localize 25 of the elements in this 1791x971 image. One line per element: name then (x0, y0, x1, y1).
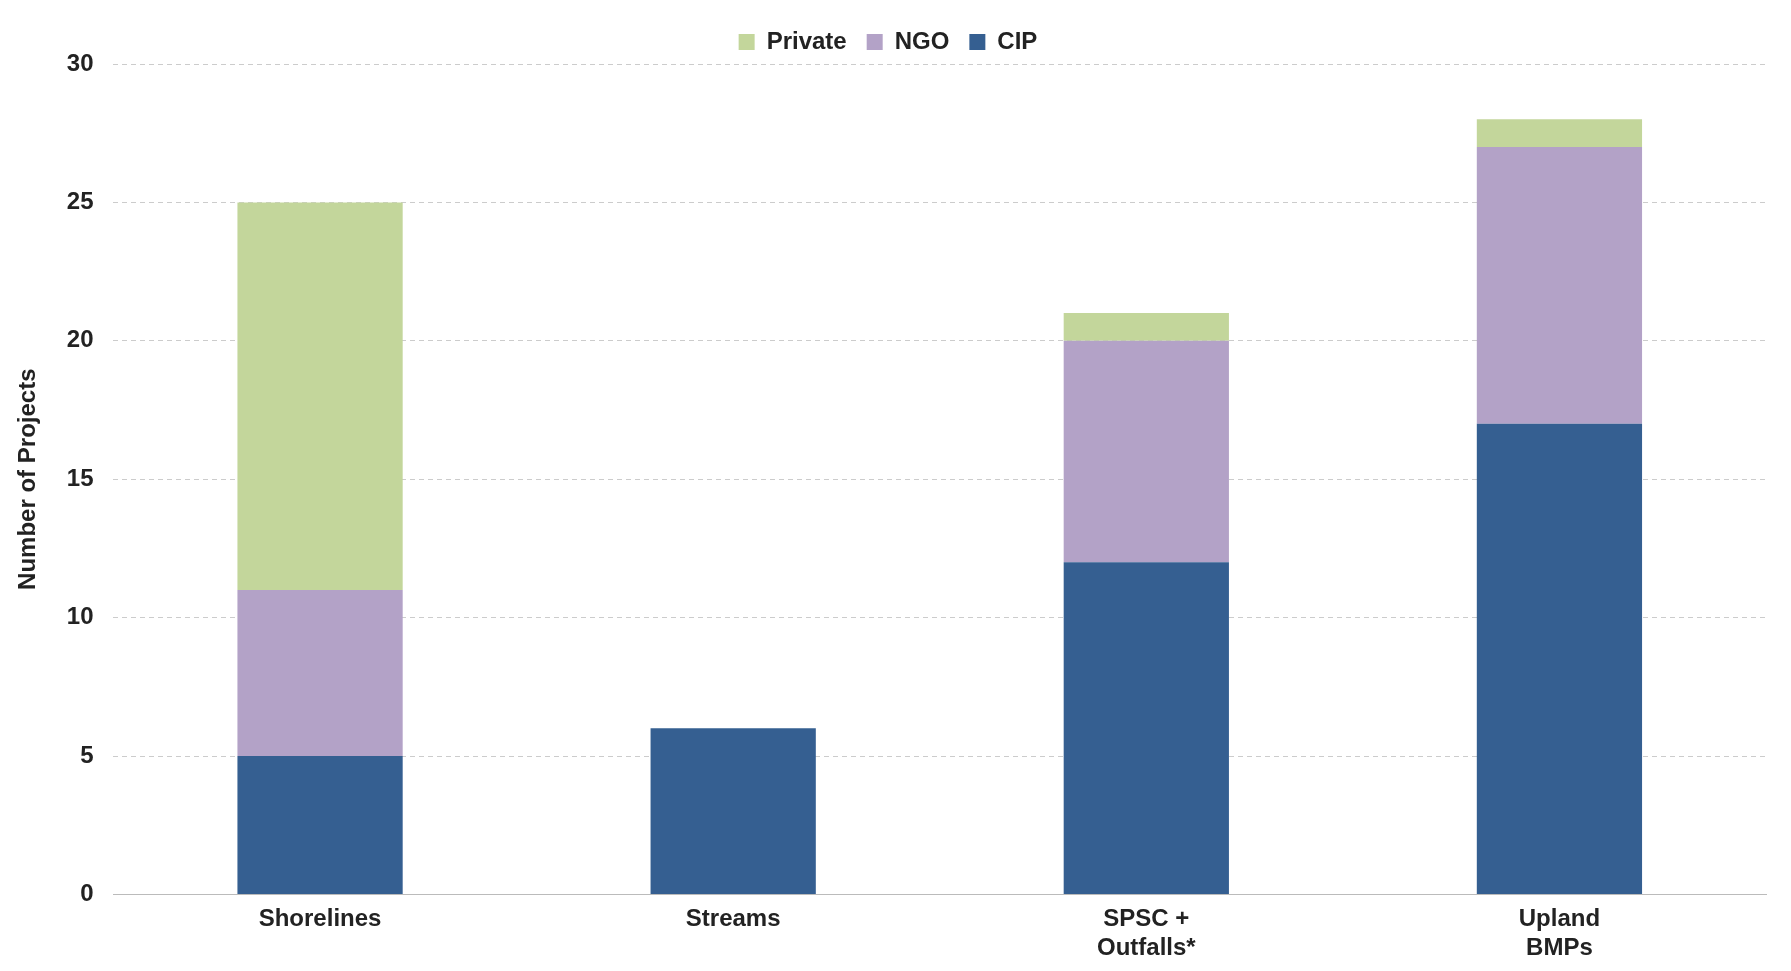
bar (1063, 340, 1229, 563)
legend-label: Private (766, 26, 847, 54)
x-tick-label: SPSC + Outfalls* (1096, 904, 1197, 961)
bar (1063, 313, 1229, 341)
bar (237, 589, 403, 756)
y-tick-label: 5 (80, 740, 94, 768)
bar (1476, 119, 1643, 148)
bar (1063, 562, 1229, 894)
bar (237, 202, 403, 590)
legend-label: CIP (997, 26, 1038, 54)
legend-label: NGO (894, 26, 950, 54)
bar (650, 728, 816, 894)
bar (1476, 423, 1643, 894)
y-tick-label: 30 (66, 48, 94, 76)
x-tick-label: Shorelines (258, 904, 382, 932)
x-tick-label: Streams (685, 904, 781, 932)
bar (237, 756, 403, 894)
y-tick-label: 0 (80, 879, 94, 907)
y-tick-label: 25 (66, 187, 94, 215)
bar (1476, 147, 1643, 424)
x-tick-label: Upland BMPs (1518, 904, 1601, 961)
y-tick-label: 10 (66, 602, 94, 630)
y-axis-title: Number of Projects (13, 368, 41, 590)
y-tick-label: 20 (66, 325, 94, 353)
y-tick-label: 15 (66, 463, 94, 491)
